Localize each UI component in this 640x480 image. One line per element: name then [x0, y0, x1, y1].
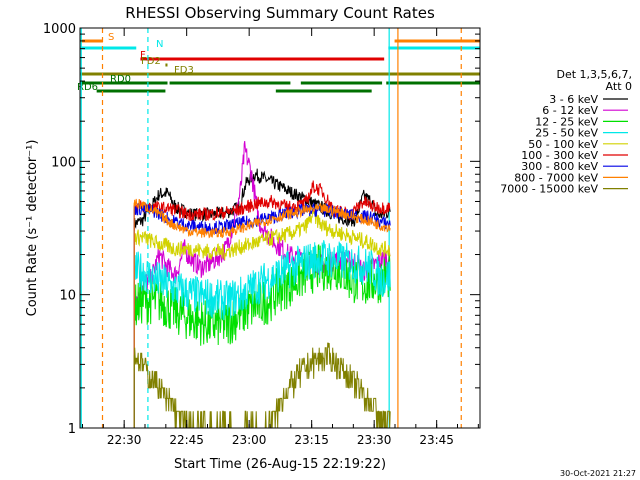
- series-line-7: [133, 198, 391, 239]
- x-tick-label-2: 23:00: [232, 433, 267, 447]
- y-axis-label: Count Rate (s⁻¹ detector⁻¹): [25, 140, 40, 317]
- legend-label-2: 12 - 25 keV: [535, 115, 598, 128]
- flag-label-fd3: FD3: [174, 65, 194, 76]
- series-line-3: [133, 240, 391, 321]
- legend-label-5: 100 - 300 keV: [521, 149, 598, 162]
- series-line-8: [133, 342, 391, 429]
- legend-label-3: 25 - 50 keV: [535, 127, 598, 140]
- x-tick-label-1: 22:45: [169, 433, 204, 447]
- legend-label-4: 50 - 100 keV: [528, 138, 598, 151]
- x-axis-label: Start Time (26-Aug-15 22:19:22): [174, 457, 386, 472]
- y-tick-label-3: 1000: [43, 22, 76, 37]
- x-tick-label-5: 23:45: [419, 433, 454, 447]
- series-group: [133, 141, 391, 429]
- y-tick-label-1: 10: [59, 289, 76, 304]
- legend-label-7: 800 - 7000 keV: [514, 171, 598, 184]
- y-tick-label-0: 1: [68, 422, 76, 437]
- chart-title: RHESSI Observing Summary Count Rates: [125, 4, 435, 22]
- legend-label-1: 6 - 12 keV: [542, 104, 598, 117]
- flag-label-rd6: RD6: [77, 82, 98, 93]
- x-axis: 22:30 22:45 23:00 23:15 23:30 23:45: [82, 28, 479, 447]
- plot-frame: [79, 27, 481, 429]
- y-axis: 1 10 100 1000: [43, 22, 480, 437]
- series-line-2: [133, 243, 391, 346]
- flag-label-n: N: [156, 39, 163, 50]
- legend-header-1: Att 0: [606, 80, 632, 93]
- legend-header-0: Det 1,3,5,6,7,: [556, 68, 632, 81]
- flag-label-f: F: [140, 50, 146, 61]
- series-line-1: [133, 141, 391, 307]
- legend-label-0: 3 - 6 keV: [549, 93, 598, 106]
- x-tick-label-4: 23:30: [357, 433, 392, 447]
- series-line-0: [133, 168, 391, 231]
- y-tick-label-2: 100: [51, 155, 76, 170]
- flag-label-s: S: [108, 32, 114, 43]
- x-tick-label-0: 22:30: [107, 433, 142, 447]
- flag-label-rd0: RD0: [110, 74, 131, 85]
- legend-label-6: 300 - 800 keV: [521, 160, 598, 173]
- series-line-4: [133, 207, 391, 261]
- series-line-6: [133, 202, 391, 236]
- legend-label-8: 7000 - 15000 keV: [500, 183, 598, 196]
- x-tick-label-3: 23:15: [294, 433, 329, 447]
- footer-timestamp: 30-Oct-2021 21:27: [560, 469, 636, 478]
- flag-label-fd2: FD2: [141, 56, 161, 67]
